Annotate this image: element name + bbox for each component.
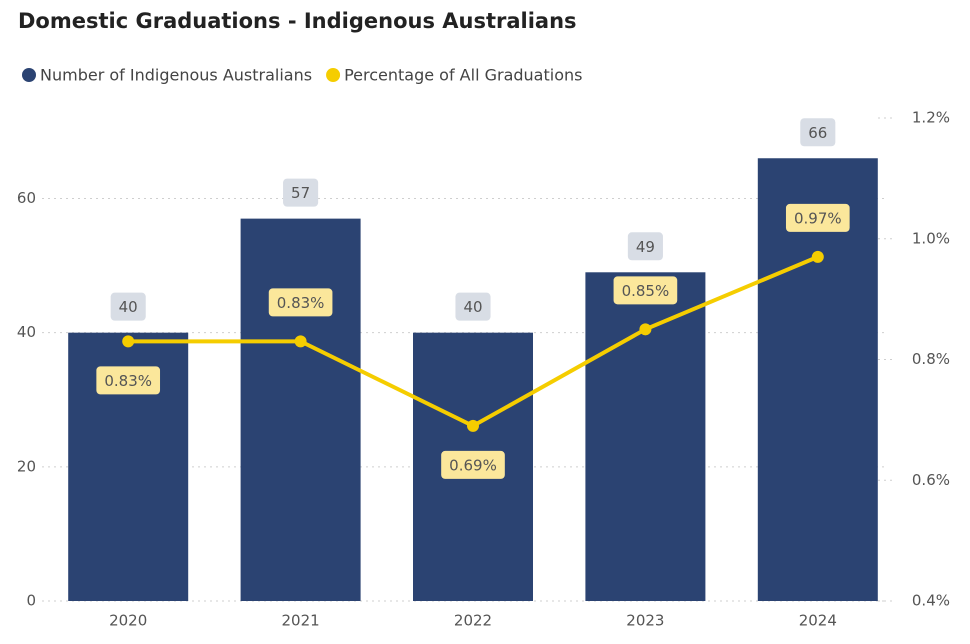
legend-marker xyxy=(22,68,36,82)
bar-value-label-group: 66 xyxy=(800,118,836,147)
line-value-label: 0.83% xyxy=(277,294,325,312)
line-point xyxy=(811,250,824,263)
x-tick-label: 2020 xyxy=(109,612,147,630)
line-value-label-group: 0.97% xyxy=(785,203,850,232)
chart-title: Domestic Graduations - Indigenous Austra… xyxy=(18,9,577,33)
y-tick-label: 20 xyxy=(17,457,36,475)
line-value-label: 0.85% xyxy=(622,282,670,300)
legend-marker xyxy=(326,68,341,82)
y-tick-label: 60 xyxy=(17,189,36,207)
line-value-label-box xyxy=(268,288,333,317)
line-point xyxy=(467,419,479,432)
bar-value-label-box xyxy=(110,292,146,321)
bar-value-label-group: 49 xyxy=(627,232,663,261)
line-value-label-box xyxy=(441,450,505,479)
line-value-label-group: 0.83% xyxy=(96,366,161,395)
bar xyxy=(585,272,706,601)
line-value-label-box xyxy=(96,366,161,395)
line-value-label: 0.97% xyxy=(794,209,842,227)
bar-value-label-box xyxy=(627,232,663,261)
bar-value-label: 49 xyxy=(636,238,655,256)
bar-value-label-box xyxy=(800,118,836,147)
line-point xyxy=(294,335,307,348)
bar-value-label-box xyxy=(283,178,319,207)
x-tick-label: 2024 xyxy=(799,612,837,630)
line-value-label-group: 0.69% xyxy=(441,450,505,479)
x-tick-label: 2021 xyxy=(282,612,320,630)
bar-value-label-group: 57 xyxy=(283,178,319,207)
legend-label: Percentage of All Graduations xyxy=(344,66,582,85)
y2-tick-label: 1.2% xyxy=(912,109,950,127)
x-tick-label: 2023 xyxy=(626,612,664,630)
bar xyxy=(757,158,878,601)
bar-value-label: 40 xyxy=(463,298,482,316)
line-value-label-group: 0.83% xyxy=(268,288,333,317)
y2-tick-label: 0.4% xyxy=(912,592,950,610)
bar-value-label: 57 xyxy=(291,184,310,202)
y2-tick-label: 1.0% xyxy=(912,229,950,247)
x-tick-label: 2022 xyxy=(454,612,492,630)
bar-value-label: 40 xyxy=(119,298,138,316)
bar-value-label-group: 40 xyxy=(455,292,491,321)
line-value-label: 0.83% xyxy=(104,372,152,390)
y2-tick-label: 0.6% xyxy=(912,471,950,489)
bar-value-label: 66 xyxy=(808,124,827,142)
legend-label: Number of Indigenous Australians xyxy=(40,66,312,85)
line-point xyxy=(122,335,135,348)
y2-tick-label: 0.8% xyxy=(912,350,950,368)
y-tick-label: 0 xyxy=(26,592,36,610)
y-tick-label: 40 xyxy=(17,323,36,341)
line-value-label-box xyxy=(785,203,850,232)
bar-value-label-box xyxy=(455,292,491,321)
line-point xyxy=(639,323,652,336)
bar xyxy=(240,218,361,601)
line-value-label-group: 0.85% xyxy=(613,276,678,305)
line-value-label: 0.69% xyxy=(449,456,497,474)
bar-value-label-group: 40 xyxy=(110,292,146,321)
line-value-label-box xyxy=(613,276,678,305)
